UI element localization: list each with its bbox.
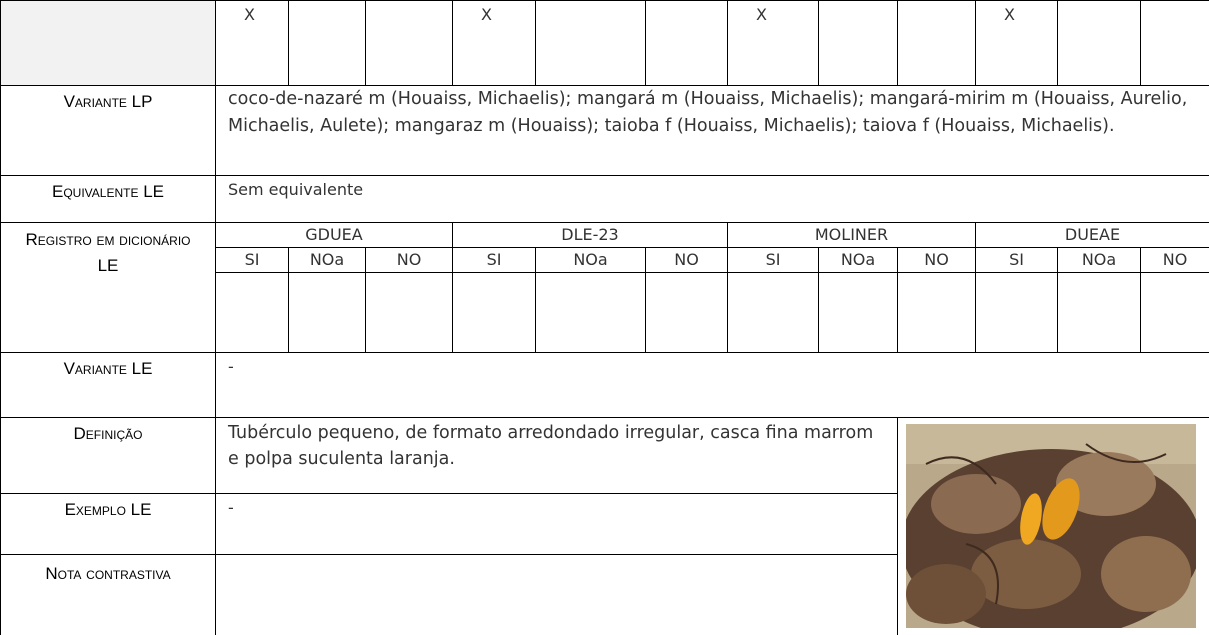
column-header: NOa bbox=[1058, 248, 1141, 273]
row-label: Nota contrastiva bbox=[1, 554, 216, 635]
cell bbox=[1141, 1, 1209, 86]
dictionary-name: DLE-23 bbox=[453, 223, 728, 248]
cell bbox=[646, 273, 728, 353]
row-label: Registro em dicionário LE bbox=[1, 223, 216, 353]
column-header: NO bbox=[1141, 248, 1209, 273]
dictionary-name: DUEAE bbox=[976, 223, 1209, 248]
dictionary-name: GDUEA bbox=[216, 223, 453, 248]
dictionary-name: MOLINER bbox=[728, 223, 976, 248]
cell bbox=[898, 273, 976, 353]
empty-label-cell bbox=[1, 1, 216, 86]
cell bbox=[1058, 273, 1141, 353]
row-label: Variante LP bbox=[1, 86, 216, 176]
row-text: Sem equivalente bbox=[216, 176, 1209, 223]
row-text bbox=[216, 554, 898, 635]
mark-cell: X bbox=[728, 1, 819, 86]
row-text: - bbox=[216, 353, 1209, 418]
column-header: NO bbox=[898, 248, 976, 273]
row-label: Definição bbox=[1, 418, 216, 494]
column-header: SI bbox=[453, 248, 536, 273]
column-header: NOa bbox=[819, 248, 898, 273]
row: Variante LP coco-de-nazaré m (Houaiss, M… bbox=[1, 86, 1209, 176]
mark-cell: X bbox=[216, 1, 289, 86]
column-header: SI bbox=[728, 248, 819, 273]
cell bbox=[289, 1, 366, 86]
cell bbox=[819, 1, 898, 86]
row-label: Equivalente LE bbox=[1, 176, 216, 223]
cell bbox=[1058, 1, 1141, 86]
cell bbox=[728, 273, 819, 353]
column-header: NOa bbox=[536, 248, 646, 273]
cell bbox=[216, 273, 289, 353]
row-label: Exemplo LE bbox=[1, 493, 216, 554]
row: Definição Tubérculo pequeno, de formato … bbox=[1, 418, 1209, 494]
cell bbox=[1141, 273, 1209, 353]
photo-cell bbox=[898, 418, 1209, 635]
cell bbox=[536, 273, 646, 353]
column-header: SI bbox=[976, 248, 1058, 273]
row-label: Variante LE bbox=[1, 353, 216, 418]
cell bbox=[819, 273, 898, 353]
cell bbox=[453, 273, 536, 353]
row-text: coco-de-nazaré m (Houaiss, Michaelis); m… bbox=[216, 86, 1209, 176]
cell bbox=[976, 273, 1058, 353]
cell bbox=[289, 273, 366, 353]
row: Equivalente LE Sem equivalente bbox=[1, 176, 1209, 223]
mark-cell: X bbox=[976, 1, 1058, 86]
cell bbox=[898, 1, 976, 86]
cell bbox=[536, 1, 646, 86]
marks-row: X X X X bbox=[1, 1, 1209, 86]
column-header: SI bbox=[216, 248, 289, 273]
mark-cell: X bbox=[453, 1, 536, 86]
cell bbox=[366, 273, 453, 353]
row-text: - bbox=[216, 493, 898, 554]
photo bbox=[906, 424, 1196, 628]
column-header: NOa bbox=[289, 248, 366, 273]
row: Variante LE - bbox=[1, 353, 1209, 418]
column-header: NO bbox=[646, 248, 728, 273]
column-header: NO bbox=[366, 248, 453, 273]
cell bbox=[646, 1, 728, 86]
row-text: Tubérculo pequeno, de formato arredondad… bbox=[216, 418, 898, 494]
cell bbox=[366, 1, 453, 86]
